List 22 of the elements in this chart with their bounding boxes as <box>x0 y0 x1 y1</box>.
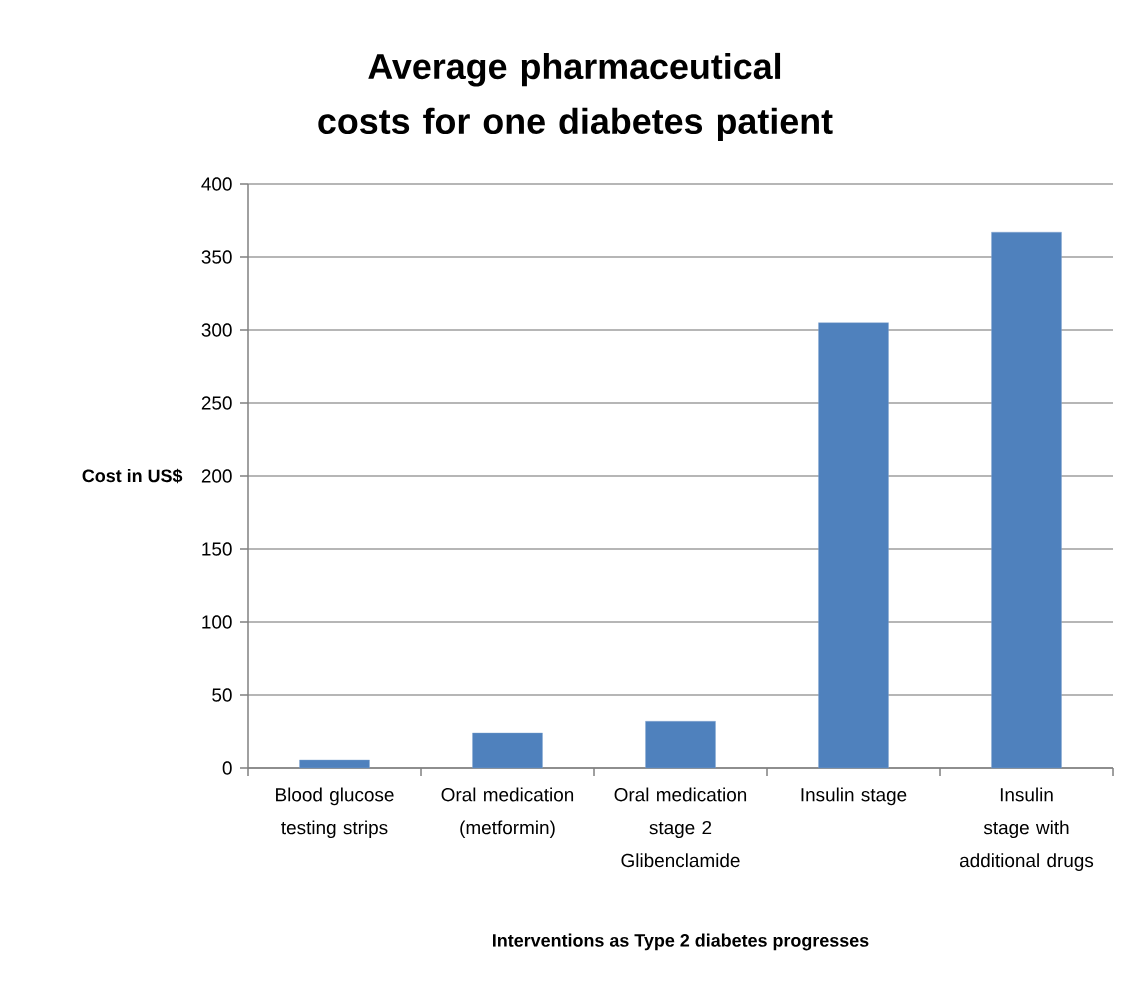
y-tick-label: 0 <box>222 761 232 775</box>
x-tick-label: Blood glucose testing strips <box>276 787 394 839</box>
x-tick-label: Insulin stage <box>801 787 907 806</box>
x-tick-label: Oral medication stage 2 Glibenclamide <box>614 787 747 868</box>
y-tick-label: 350 <box>201 250 232 264</box>
y-tick-label: 400 <box>201 177 232 191</box>
bar <box>818 322 889 769</box>
y-tick-label: 200 <box>201 469 232 483</box>
y-tick-label: 50 <box>212 688 232 702</box>
bar <box>645 721 716 769</box>
bar <box>299 759 370 769</box>
y-tick-label: 300 <box>201 323 232 337</box>
y-tick-label: 100 <box>202 615 232 629</box>
chart-title: Average pharmaceutical costs for one diabetes patient <box>318 52 833 142</box>
bar <box>472 732 543 769</box>
y-tick-label: 150 <box>202 542 232 556</box>
y-axis-title: Cost in US$ <box>82 468 183 484</box>
y-tick-label: 250 <box>201 396 232 410</box>
x-axis-title: Interventions as Type 2 diabetes progresses <box>493 933 869 951</box>
x-tick-label: Oral medication (metformin) <box>441 787 574 839</box>
bar <box>991 231 1062 769</box>
x-tick-label: Insulin stage with additional drugs <box>959 787 1094 871</box>
